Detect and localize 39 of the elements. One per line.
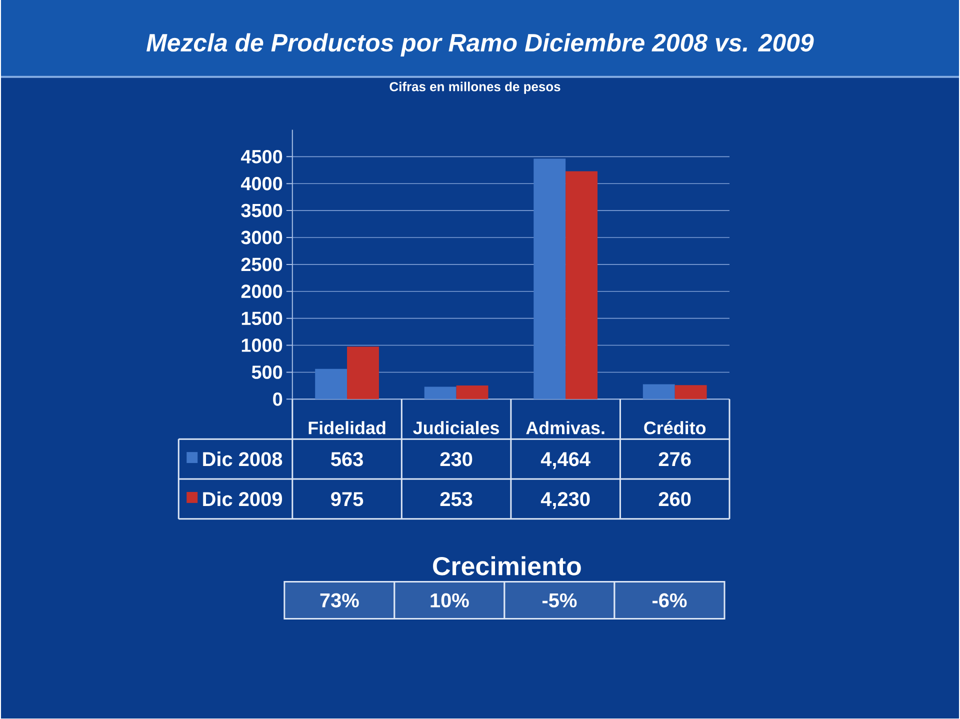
x-tick-label: Judiciales	[413, 421, 499, 435]
x-tick-label: Admivas.	[526, 421, 604, 435]
data-label: 4,464	[540, 452, 590, 470]
text: 73%	[320, 594, 359, 608]
y-tick-label: 3000	[241, 231, 282, 244]
y-tick-label: 4000	[240, 177, 282, 191]
bar	[424, 387, 456, 400]
data-label: 230	[440, 452, 472, 466]
y-tick-label: 0	[273, 392, 282, 406]
x-tick-label: Fidelidad	[308, 421, 386, 435]
y-tick-label: 500	[252, 366, 282, 380]
y-tick-label: 4500	[240, 150, 282, 164]
bar	[456, 386, 488, 400]
text: -5%	[542, 594, 577, 608]
text: -6%	[652, 594, 687, 608]
y-tick-label: 3500	[241, 204, 282, 218]
data-label: 563	[330, 452, 363, 466]
data-label: 4,230	[540, 492, 590, 510]
y-tick-label: 2000	[241, 284, 282, 298]
bar	[534, 158, 566, 400]
legend-label: Dic 2009	[203, 492, 282, 506]
bar	[642, 384, 675, 400]
text: Crecimiento	[433, 556, 581, 576]
chart-title: Mezcla de Productos por Ramo Diciembre 2008 vs. 2009	[146, 34, 814, 57]
bar	[347, 346, 379, 400]
data-label: 260	[658, 492, 691, 506]
data-label: 975	[331, 492, 364, 506]
y-tick-label: 2500	[241, 258, 282, 272]
y-tick-label: 1500	[242, 312, 282, 326]
data-label: 276	[658, 452, 691, 466]
x-tick-label: Crédito	[644, 421, 706, 435]
legend-label: Dic 2008	[203, 452, 282, 466]
y-tick-label: 1000	[242, 338, 282, 352]
data-label: 253	[440, 492, 472, 506]
chart-subtitle: Cifras en millones de pesos	[390, 82, 560, 94]
text: 10%	[430, 594, 469, 608]
bar	[566, 171, 598, 400]
bar	[674, 385, 707, 400]
bar	[315, 369, 348, 400]
